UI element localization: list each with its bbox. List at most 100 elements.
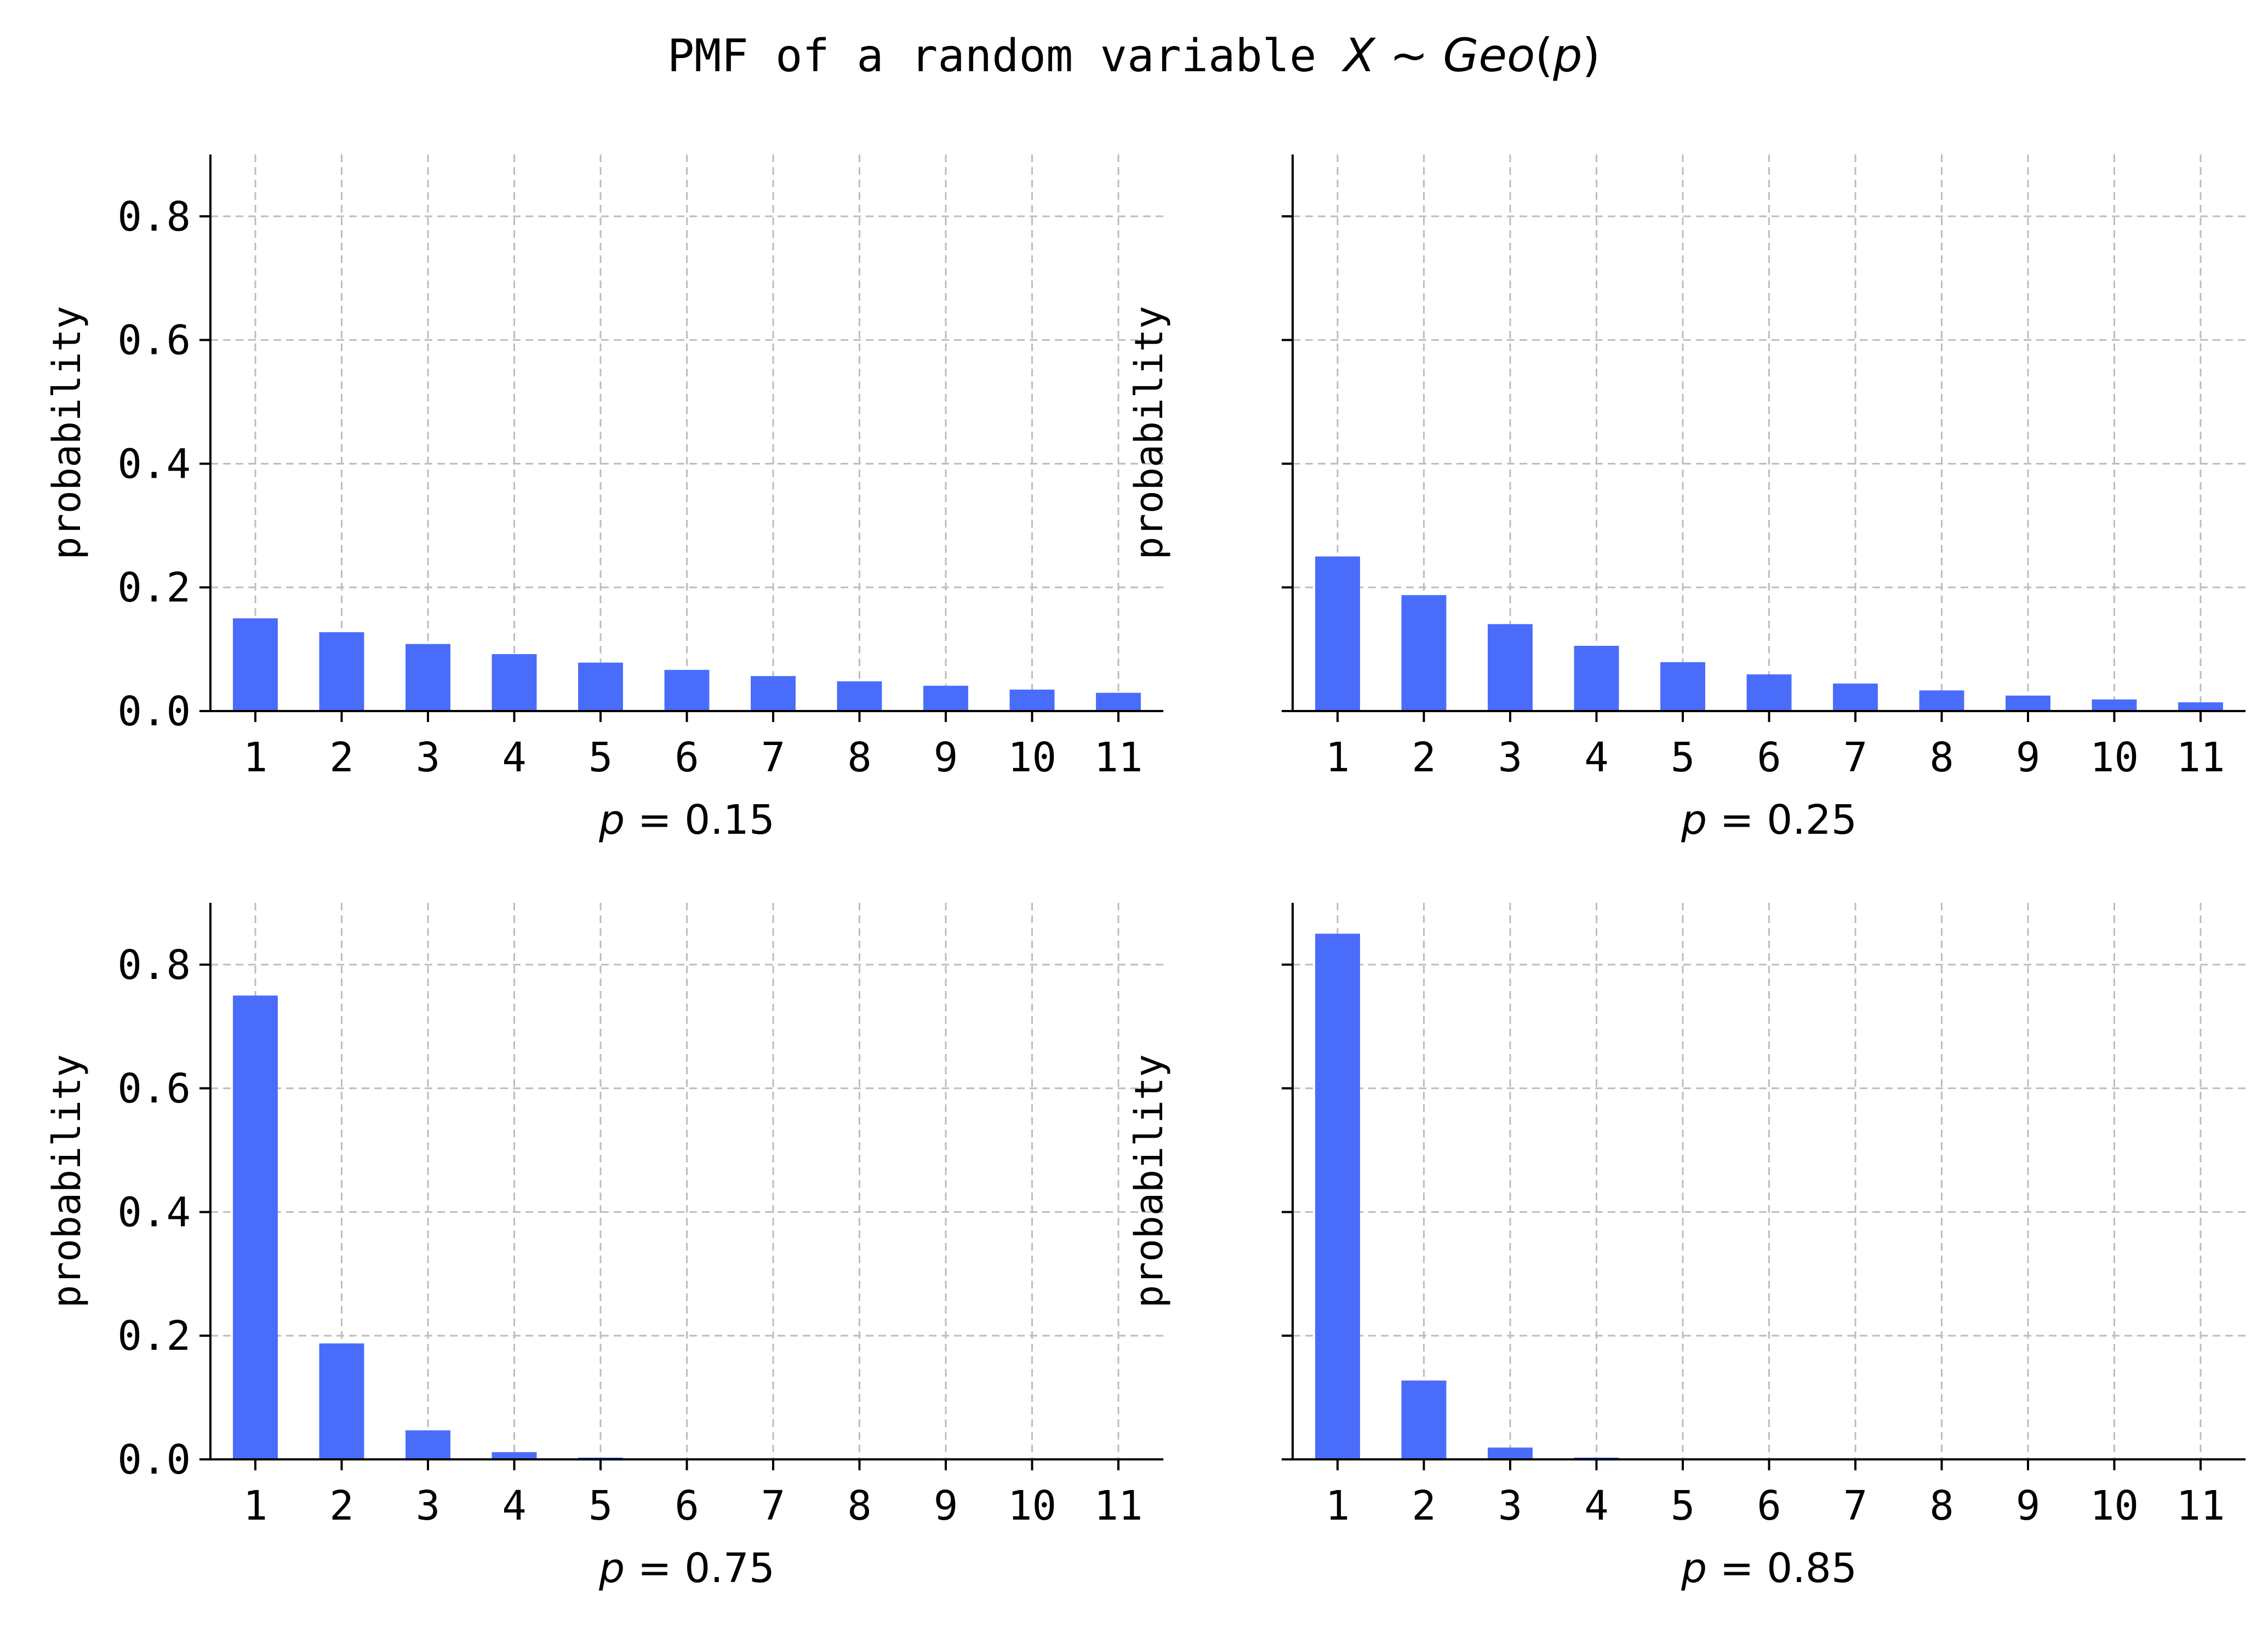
x-axis-label-eq: =: [1707, 797, 1767, 844]
x-axis-label-value: 0.75: [684, 1545, 775, 1592]
x-tick-label: 11: [2176, 1482, 2225, 1529]
y-tick-label: 0.0: [117, 1436, 191, 1483]
y-tick-label: 0.6: [117, 317, 191, 364]
x-tick-label: 10: [2090, 1482, 2139, 1529]
bar: [1574, 645, 1619, 711]
bar: [1488, 1447, 1533, 1459]
x-tick-label: 9: [934, 1482, 958, 1529]
bar: [2178, 702, 2223, 711]
bar: [1919, 690, 1964, 711]
x-tick-label: 6: [675, 1482, 699, 1529]
bar: [319, 1343, 364, 1459]
x-tick-label: 9: [2016, 734, 2041, 781]
x-tick-label: 6: [675, 734, 699, 781]
y-tick-label: 0.6: [117, 1065, 191, 1113]
x-axis-label-var: p: [1681, 797, 1707, 844]
x-tick-label: 10: [1008, 1482, 1056, 1529]
y-axis-label: probability: [44, 306, 89, 560]
x-tick-label: 4: [1584, 734, 1609, 781]
bar: [1488, 624, 1533, 711]
bar: [1746, 674, 1792, 711]
x-tick-label: 2: [329, 1482, 354, 1529]
bar: [1009, 689, 1055, 711]
x-tick-label: 3: [1498, 734, 1523, 781]
x-tick-label: 4: [502, 1482, 527, 1529]
x-axis-label: p = 0.15: [598, 797, 775, 844]
bar: [492, 654, 537, 711]
bar: [751, 676, 796, 711]
bar: [233, 618, 278, 711]
title-close: ): [1583, 28, 1601, 82]
x-tick-label: 5: [1671, 734, 1695, 781]
x-tick-label: 3: [416, 734, 441, 781]
x-tick-label: 11: [1094, 734, 1142, 781]
title-text: PMF of a random variable: [667, 30, 1344, 82]
y-tick-label: 0.8: [117, 193, 191, 240]
x-tick-label: 10: [1008, 734, 1056, 781]
x-tick-label: 8: [1929, 734, 1954, 781]
y-axis-label: probability: [1127, 306, 1172, 560]
x-tick-label: 7: [1843, 1482, 1868, 1529]
x-axis-label-eq: =: [1707, 1545, 1767, 1592]
bar: [2092, 699, 2137, 711]
x-axis-label: p = 0.25: [1681, 797, 1857, 844]
bar: [1833, 683, 1878, 711]
bar: [1315, 933, 1360, 1459]
x-axis-label-value: 0.25: [1767, 797, 1857, 844]
x-tick-label: 5: [1671, 1482, 1695, 1529]
title-param: p: [1552, 28, 1582, 82]
x-tick-label: 3: [1498, 1482, 1523, 1529]
x-tick-label: 2: [1412, 1482, 1436, 1529]
title-open: (: [1535, 28, 1553, 82]
title-tilde: ~: [1375, 28, 1443, 82]
bar: [923, 685, 968, 711]
y-tick-label: 0.2: [117, 1313, 191, 1360]
x-tick-label: 9: [2016, 1482, 2041, 1529]
x-axis-label-value: 0.15: [684, 797, 775, 844]
x-tick-label: 1: [243, 734, 268, 781]
x-axis-label: p = 0.85: [1681, 1545, 1857, 1592]
bar: [492, 1452, 537, 1459]
x-axis-label: p = 0.75: [598, 1545, 775, 1592]
x-tick-label: 6: [1757, 734, 1781, 781]
bar: [405, 644, 450, 711]
title-var: X: [1341, 28, 1376, 82]
y-tick-label: 0.0: [117, 688, 191, 735]
x-tick-label: 8: [1929, 1482, 1954, 1529]
x-tick-label: 9: [934, 734, 958, 781]
subplot-p-015: 0.0 0.2 0.4 0.6 0.8 1 2 3 4 5 6 7 8 9 10 11 probability p…: [44, 154, 1163, 844]
bar: [1401, 1380, 1447, 1459]
subplot-p-075: 0.0 0.2 0.4 0.6 0.8 1 2 3 4 5 6 7 8 9 10 11 probability p…: [44, 903, 1163, 1592]
x-tick-label: 3: [416, 1482, 441, 1529]
x-axis-label-var: p: [598, 1545, 625, 1592]
x-tick-label: 7: [761, 734, 786, 781]
y-tick-label: 0.8: [117, 942, 191, 989]
x-tick-label: 1: [1326, 734, 1350, 781]
x-axis-label-eq: =: [625, 797, 684, 844]
y-tick-label: 0.2: [117, 564, 191, 611]
title-dist: Geo: [1443, 28, 1535, 82]
x-axis-label-var: p: [1681, 1545, 1707, 1592]
x-tick-label: 11: [1094, 1482, 1142, 1529]
bar: [405, 1430, 450, 1459]
x-tick-label: 6: [1757, 1482, 1781, 1529]
x-tick-label: 7: [761, 1482, 786, 1529]
x-tick-label: 2: [1412, 734, 1436, 781]
x-tick-label: 4: [1584, 1482, 1609, 1529]
bar: [319, 632, 364, 711]
bar: [578, 662, 623, 711]
bar: [2006, 695, 2050, 711]
x-tick-label: 1: [1326, 1482, 1350, 1529]
bar: [1315, 556, 1360, 711]
subplot-p-085: 1 2 3 4 5 6 7 8 9 10 11 probability p = 0.85: [1127, 903, 2246, 1592]
x-axis-label-eq: =: [625, 1545, 684, 1592]
x-tick-label: 10: [2090, 734, 2139, 781]
x-tick-label: 2: [329, 734, 354, 781]
y-axis-label: probability: [1127, 1054, 1172, 1308]
bar: [1401, 595, 1447, 711]
x-tick-label: 5: [589, 734, 613, 781]
figure-title: PMF of a random variable X ~ Geo(p): [667, 28, 1601, 82]
x-tick-label: 1: [243, 1482, 268, 1529]
bar: [664, 669, 710, 711]
